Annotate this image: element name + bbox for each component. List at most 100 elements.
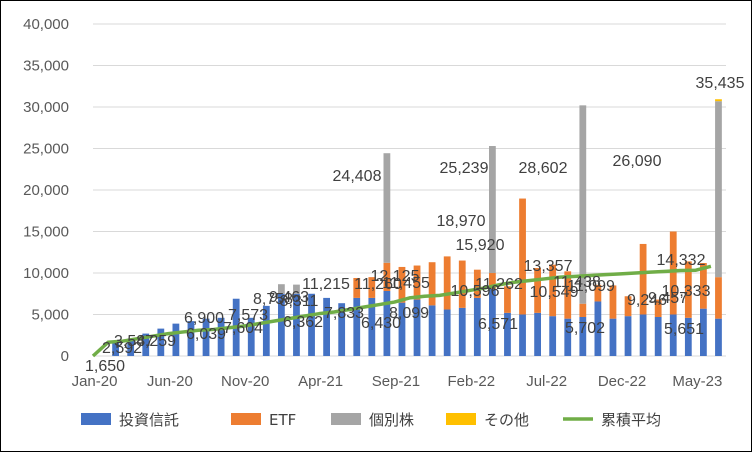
bar-segment: [609, 318, 617, 356]
bar-segment: [594, 301, 602, 356]
bar-segment: [278, 293, 285, 356]
data-label: 1,650: [85, 358, 125, 375]
bar-segment: [654, 316, 662, 356]
bar-segment: [549, 264, 557, 317]
data-label: 14,332: [657, 252, 706, 269]
bar-segment: [247, 317, 255, 356]
gridlines: [93, 23, 726, 357]
average-line-path: [91, 264, 712, 358]
data-label: 4,259: [136, 333, 176, 350]
data-label: 6,362: [283, 314, 323, 331]
data-label: 18,970: [437, 213, 486, 230]
data-label: 9,246: [627, 292, 667, 309]
data-label: 8,758: [253, 291, 293, 308]
data-label: 6,900: [184, 310, 224, 327]
legend-label: 個別株: [369, 411, 414, 429]
bar-segment: [368, 297, 376, 356]
bar-segment: [534, 268, 541, 313]
bar-segment: [398, 266, 406, 303]
data-label: 3,587: [114, 333, 154, 350]
data-label: 10,549: [530, 284, 579, 301]
data-label: 11,438: [553, 274, 601, 291]
data-label: 10,596: [451, 283, 500, 300]
y-axis: 0 5,000 10,000 15,000 20,000 25,000 30,000 35,0…: [23, 16, 69, 365]
bar-segment: [579, 303, 587, 317]
y-tick-label: 10,000: [23, 265, 69, 282]
bar-segment: [549, 316, 557, 356]
bar-segment: [293, 284, 300, 294]
y-tick-label: 5,000: [31, 307, 69, 324]
bar-segment: [323, 297, 330, 356]
legend-label: 投資信託: [119, 411, 179, 429]
data-label: 6,039: [186, 326, 226, 343]
bar-segment: [428, 305, 436, 356]
bar-segment: [564, 318, 572, 356]
data-label: 9,457: [648, 290, 688, 307]
data-label: 9,463: [269, 289, 309, 306]
data-label: 10,333: [662, 283, 711, 300]
bar-segment: [519, 198, 526, 315]
bar-segment: [579, 316, 587, 356]
bar-segment: [654, 299, 662, 317]
bar-segment: [489, 146, 496, 274]
x-tick-label: Nov-20: [221, 373, 269, 390]
bar-segment: [489, 273, 496, 289]
bar-segment: [534, 312, 541, 356]
legend: 投資信託 ETF 個別株 その他 累積平均: [81, 411, 661, 429]
legend-swatch: [81, 413, 111, 425]
bar-segment: [428, 262, 436, 306]
bar-segment: [187, 321, 195, 356]
bars: [112, 99, 722, 356]
data-label: 2,592: [102, 340, 142, 357]
bar-segment: [383, 290, 391, 356]
x-tick-label: Feb-22: [448, 373, 496, 390]
x-tick-label: Dec-22: [598, 373, 646, 390]
bar-segment: [700, 263, 707, 309]
bar-segment: [443, 309, 451, 356]
bar-segment: [669, 314, 677, 356]
bar-segment: [112, 342, 119, 356]
bar-segment: [715, 318, 722, 356]
legend-swatch: [231, 413, 261, 425]
x-tick-label: Apr-21: [298, 373, 343, 390]
data-label: 7,573: [228, 307, 268, 324]
y-tick-label: 20,000: [23, 182, 69, 199]
bar-segment: [458, 260, 466, 308]
data-label: 13,357: [524, 258, 573, 275]
y-tick-label: 30,000: [23, 99, 69, 116]
bar-segment: [715, 277, 722, 319]
bar-segment: [473, 269, 481, 298]
bar-segment: [202, 318, 210, 356]
data-label: 15,920: [456, 237, 505, 254]
bar-segment: [489, 288, 496, 356]
bar-segment: [594, 284, 602, 302]
data-label: 8,099: [389, 305, 429, 322]
x-axis: Jan-20 Jun-20 Nov-20 Apr-21 Sep-21 Feb-22 Jul-…: [72, 373, 723, 390]
bar-segment: [413, 265, 421, 300]
bar-segment: [669, 231, 677, 315]
data-label: 24,408: [333, 168, 382, 185]
bar-segment: [413, 299, 421, 356]
data-label: 26,090: [613, 153, 662, 170]
legend-label: 累積平均: [601, 411, 661, 429]
legend-label: その他: [484, 411, 529, 429]
data-label: 12,125: [371, 268, 420, 285]
legend-swatch: [331, 413, 361, 425]
y-tick-label: 40,000: [23, 16, 69, 33]
bar-segment: [443, 256, 451, 310]
data-label: 7,604: [223, 320, 263, 337]
bar-segment: [715, 101, 722, 278]
bar-segment: [293, 293, 300, 356]
bar-segment: [278, 284, 285, 294]
data-label: 25,239: [440, 160, 489, 177]
y-tick-label: 0: [61, 348, 69, 365]
bar-segment: [624, 316, 632, 356]
bar-segment: [609, 285, 617, 319]
x-tick-label: Jan-20: [72, 373, 118, 390]
data-label: 11,262: [475, 276, 523, 293]
bar-segment: [684, 261, 692, 318]
bar-segment: [715, 99, 722, 102]
